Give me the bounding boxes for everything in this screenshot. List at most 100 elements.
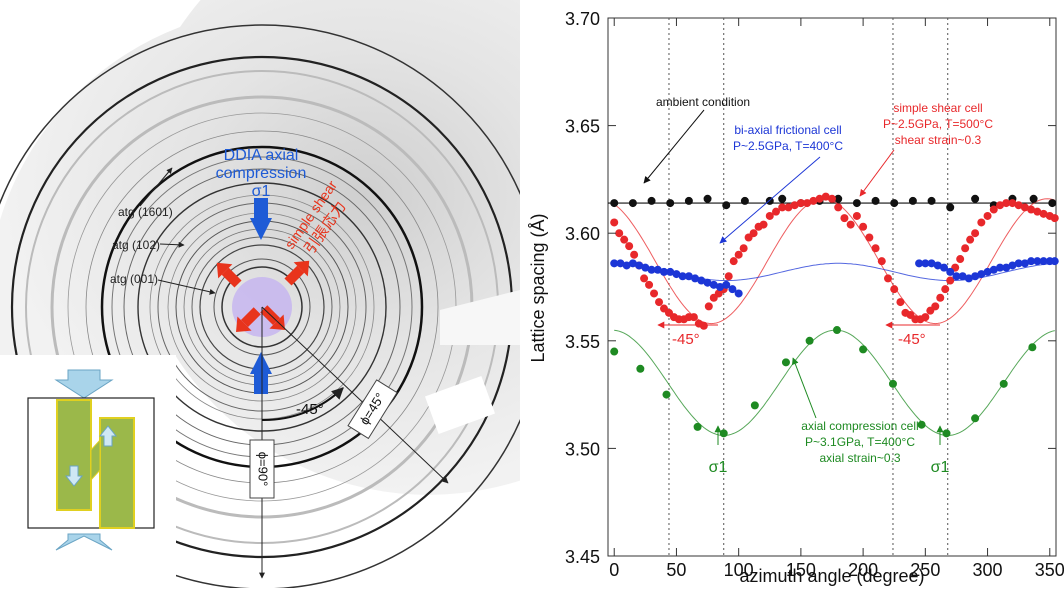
data-point (691, 274, 700, 283)
diffraction-image: DDIA axial compression σ1 simple shear 引… (0, 0, 729, 590)
lattice-chart-panel: 3.45 3.50 3.55 3.60 3.65 3.70 0 50 100 150 200 250… (520, 0, 1064, 588)
data-point (704, 302, 713, 311)
data-point (697, 276, 706, 285)
data-point (703, 194, 712, 203)
data-point (946, 267, 955, 276)
phi90-label: ϕ=90° (256, 452, 271, 487)
data-point (660, 267, 668, 276)
annotation-sigma1-right-text: σ1 (931, 459, 950, 476)
data-point (678, 272, 687, 281)
data-point (933, 261, 942, 270)
data-point (989, 205, 998, 214)
data-point (805, 336, 814, 345)
data-point (871, 244, 880, 253)
data-point (722, 280, 731, 289)
data-point (662, 390, 671, 399)
data-point (641, 263, 650, 272)
x-tick-label: 150 (786, 560, 816, 580)
annotation-minus45-right-text: -45° (898, 331, 926, 348)
annotation-sigma1-left-text: σ1 (709, 459, 728, 476)
plot-frame (607, 17, 1057, 557)
data-point (610, 259, 619, 268)
data-point (655, 298, 664, 307)
data-point (647, 265, 656, 274)
data-point (921, 313, 930, 322)
data-point (834, 203, 843, 212)
annotation-minus45-left: -45° (657, 321, 718, 348)
data-point (956, 255, 965, 264)
y-tick-label: 3.45 (565, 547, 600, 567)
x-tick-label: 350 (1035, 560, 1064, 580)
data-point (852, 199, 861, 208)
angle-arc (261, 387, 344, 422)
data-point (1050, 214, 1059, 223)
data-point (628, 199, 637, 208)
data-point (921, 259, 930, 268)
x-tick-label: 100 (724, 560, 754, 580)
data-point (620, 235, 629, 244)
angle-label: -45° (296, 401, 324, 418)
ddia-label-1: DDIA axial (224, 147, 299, 164)
data-point (931, 302, 940, 311)
data-point (610, 199, 619, 208)
data-point (828, 194, 836, 203)
data-point (1020, 203, 1029, 212)
data-point (1033, 207, 1042, 216)
annotation-ambient-text: ambient condition (656, 95, 750, 109)
data-point (884, 274, 892, 283)
annotation-shear-3: shear strain~0.3 (895, 133, 982, 147)
data-point (759, 220, 768, 229)
y-axis-ticks: 3.45 3.50 3.55 3.60 3.65 3.70 (565, 9, 1056, 567)
data-point (684, 272, 693, 281)
x-tick-label: 50 (666, 560, 686, 580)
data-point (699, 321, 708, 330)
ddia-label-3: σ1 (252, 183, 271, 200)
data-point (653, 265, 662, 274)
data-point (739, 244, 748, 253)
data-point (1033, 257, 1042, 266)
annotation-shear-1: simple shear cell (893, 101, 982, 115)
data-point (1050, 257, 1059, 266)
data-point (958, 272, 967, 281)
ring-label-102: atg (102) (112, 238, 160, 252)
detector-gap (424, 290, 520, 435)
diffraction-panel: DDIA axial compression σ1 simple shear 引… (0, 0, 729, 590)
data-point (666, 267, 675, 276)
annotation-minus45-right: -45° (885, 321, 940, 348)
x-axis-label: azimuth angle (degree) (739, 566, 924, 586)
data-point (728, 285, 737, 294)
data-point (616, 259, 625, 268)
data-point (983, 267, 992, 276)
data-point (942, 429, 951, 438)
data-point (647, 196, 656, 205)
data-points (610, 192, 1059, 438)
data-point (971, 414, 980, 423)
annotation-biaxial-2: P~2.5GPa, T=400°C (733, 139, 843, 153)
data-point (625, 242, 634, 251)
data-point (781, 358, 790, 367)
y-tick-label: 3.65 (565, 117, 600, 137)
data-point (809, 196, 818, 205)
data-point (703, 278, 712, 287)
data-point (890, 199, 899, 208)
data-point (996, 263, 1004, 272)
data-point (834, 194, 843, 203)
data-point (971, 194, 980, 203)
data-point (999, 379, 1008, 388)
data-point (890, 285, 899, 294)
data-point (734, 289, 743, 298)
annotation-axial-3: axial strain~0.3 (819, 451, 900, 465)
data-point (796, 199, 805, 208)
annotation-biaxial-1: bi-axial frictional cell (734, 123, 841, 137)
data-point (917, 420, 926, 429)
x-tick-label: 300 (973, 560, 1003, 580)
data-point (946, 203, 955, 212)
annotation-minus45-left-text: -45° (672, 331, 700, 348)
data-point (983, 211, 992, 220)
data-point (821, 192, 830, 201)
data-point (941, 285, 950, 294)
data-point (859, 345, 868, 354)
data-point (734, 250, 743, 259)
data-point (946, 276, 955, 285)
data-point (628, 259, 637, 268)
